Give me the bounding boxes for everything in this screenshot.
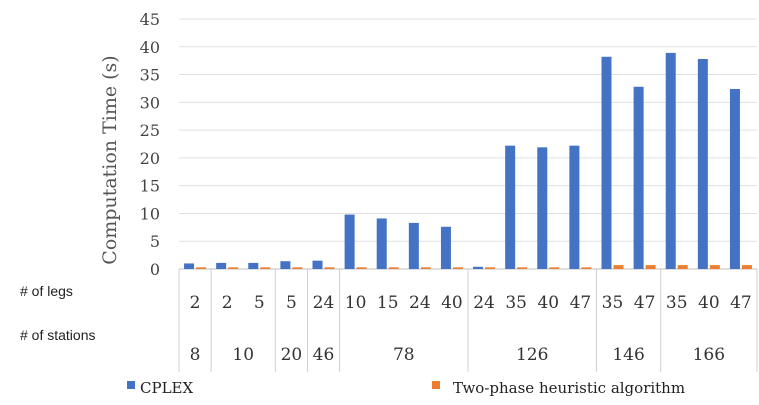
- y-tick-label: 20: [140, 149, 160, 168]
- legs-tick-label: 5: [254, 293, 265, 313]
- bar-heuristic: [709, 265, 720, 269]
- bar-heuristic: [388, 267, 399, 269]
- bar-heuristic: [485, 267, 496, 269]
- legs-tick-label: 47: [634, 293, 656, 313]
- legs-row-label: # of legs: [20, 283, 73, 299]
- bar-cplex: [216, 262, 227, 269]
- bar-cplex: [473, 266, 484, 269]
- y-tick-label: 25: [140, 121, 160, 140]
- legend-swatch-heuristic: [432, 381, 440, 389]
- bar-cplex: [601, 56, 612, 270]
- legs-tick-label: 2: [222, 293, 233, 313]
- category-table: 2 2 5 5 24 10 15 24 40 24 35 40 47 35 47 35 40 47 8 10 20 46 7…: [178, 269, 758, 372]
- bar-cplex: [505, 145, 516, 269]
- legs-tick-label: 24: [473, 293, 495, 313]
- bar-heuristic: [196, 267, 207, 269]
- bar-heuristic: [228, 267, 239, 269]
- stations-tick-label: 10: [232, 345, 254, 365]
- bar-cplex: [376, 218, 387, 269]
- legend-swatch-cplex: [127, 381, 135, 389]
- bar-heuristic: [420, 267, 431, 269]
- bar-cplex: [184, 263, 195, 269]
- legend-label-cplex: CPLEX: [140, 379, 193, 397]
- bar-heuristic: [581, 267, 592, 269]
- bar-heuristic: [324, 267, 335, 269]
- stations-tick-label: 46: [313, 345, 335, 365]
- legs-tick-label: 35: [505, 293, 527, 313]
- bar-heuristic: [645, 265, 656, 269]
- bar-heuristic: [677, 265, 688, 269]
- bar-cplex: [248, 262, 259, 269]
- bar-heuristic: [741, 265, 752, 269]
- y-tick-label: 30: [140, 93, 160, 112]
- legs-tick-label: 24: [409, 293, 431, 313]
- bar-heuristic: [356, 267, 367, 269]
- gridlines: [179, 18, 757, 270]
- legs-tick-label: 15: [377, 293, 399, 313]
- bars: [184, 52, 752, 270]
- y-tick-label: 40: [140, 38, 160, 57]
- legs-tick-label: 35: [602, 293, 624, 313]
- stations-tick-label: 166: [693, 345, 725, 365]
- stations-tick-label: 20: [281, 345, 303, 365]
- bar-heuristic: [549, 267, 560, 269]
- y-tick-label: 45: [140, 10, 160, 29]
- legs-tick-label: 47: [730, 293, 752, 313]
- y-tick-label: 0: [150, 260, 160, 279]
- bar-cplex: [344, 214, 355, 269]
- stations-tick-label: 8: [190, 345, 201, 365]
- bar-heuristic: [613, 265, 624, 269]
- legs-tick-label: 2: [190, 293, 201, 313]
- legend: CPLEX Two-phase heuristic algorithm: [127, 379, 685, 397]
- bar-heuristic: [517, 267, 528, 269]
- bar-heuristic: [452, 267, 463, 269]
- legs-tick-label: 40: [537, 293, 559, 313]
- bar-cplex: [569, 145, 580, 269]
- bar-cplex: [408, 222, 419, 269]
- bar-heuristic: [260, 267, 271, 269]
- legs-tick-label: 24: [313, 293, 335, 313]
- legs-tick-label: 35: [666, 293, 688, 313]
- legend-label-heuristic: Two-phase heuristic algorithm: [453, 379, 685, 397]
- bar-cplex: [440, 226, 451, 269]
- legs-tick-label: 40: [441, 293, 463, 313]
- legs-tick-label: 47: [570, 293, 592, 313]
- stations-tick-label: 126: [516, 345, 548, 365]
- bar-cplex: [312, 260, 323, 269]
- y-axis-label: Computation Time (s): [99, 55, 121, 264]
- y-axis-ticks: 0 5 10 15 20 25 30 35 40 45: [140, 10, 160, 279]
- bar-cplex: [697, 59, 708, 269]
- legs-tick-label: 5: [286, 293, 297, 313]
- y-tick-label: 15: [140, 177, 160, 196]
- y-tick-label: 35: [140, 66, 160, 85]
- bar-cplex: [665, 52, 676, 270]
- bar-cplex: [280, 261, 291, 269]
- bar-cplex: [537, 147, 548, 269]
- y-tick-label: 5: [150, 232, 160, 251]
- stations-tick-label: 146: [612, 345, 644, 365]
- y-tick-label: 10: [140, 204, 160, 223]
- legs-tick-label: 40: [698, 293, 720, 313]
- stations-row-label: # of stations: [20, 327, 96, 343]
- bar-heuristic: [292, 267, 303, 269]
- bar-cplex: [729, 89, 740, 269]
- legs-tick-label: 10: [345, 293, 367, 313]
- bar-cplex: [633, 86, 644, 270]
- stations-tick-label: 78: [393, 345, 415, 365]
